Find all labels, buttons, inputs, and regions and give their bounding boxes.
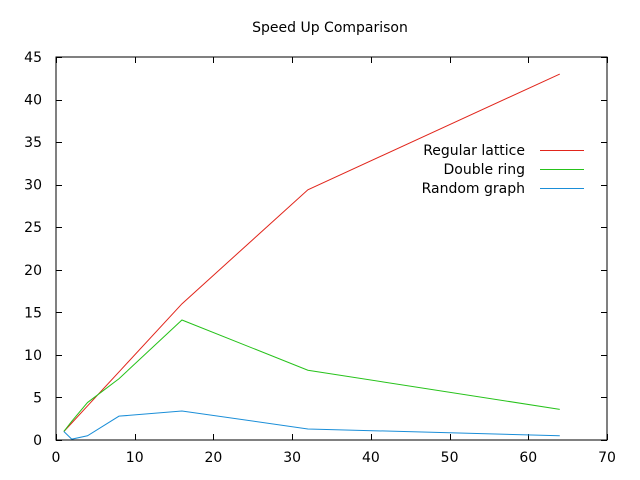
- y-tick-label: 15: [24, 305, 42, 321]
- x-tick-label: 40: [362, 450, 380, 466]
- legend-label-regular-lattice: Regular lattice: [423, 143, 525, 159]
- y-tick-label: 45: [24, 50, 42, 66]
- legend: Regular lattice Double ring Random graph: [422, 143, 584, 197]
- y-tick-label: 20: [24, 263, 42, 279]
- y-tick-label: 5: [33, 390, 42, 406]
- x-tick-label: 10: [126, 450, 144, 466]
- plot-area: [55, 56, 608, 441]
- x-tick-label: 50: [441, 450, 459, 466]
- series-line-double-ring: [63, 319, 560, 432]
- y-tick-label: 25: [24, 220, 42, 236]
- series-group: [63, 73, 560, 440]
- legend-label-double-ring: Double ring: [444, 162, 525, 178]
- x-tick-label: 0: [52, 450, 61, 466]
- y-tick-label: 30: [24, 178, 42, 194]
- series-line-regular-lattice: [63, 73, 560, 432]
- legend-label-random-graph: Random graph: [422, 181, 525, 197]
- x-tick-label: 60: [519, 450, 537, 466]
- x-tick-label: 70: [598, 450, 616, 466]
- chart-title: Speed Up Comparison: [252, 20, 408, 36]
- plot-frame: [55, 56, 608, 441]
- x-tick-label: 20: [205, 450, 223, 466]
- y-tick-label: 40: [24, 93, 42, 109]
- x-tick-label: 30: [283, 450, 301, 466]
- y-tick-label: 0: [33, 433, 42, 449]
- series-line-random-graph: [63, 410, 560, 440]
- y-tick-label: 35: [24, 135, 42, 151]
- y-tick-label: 10: [24, 348, 42, 364]
